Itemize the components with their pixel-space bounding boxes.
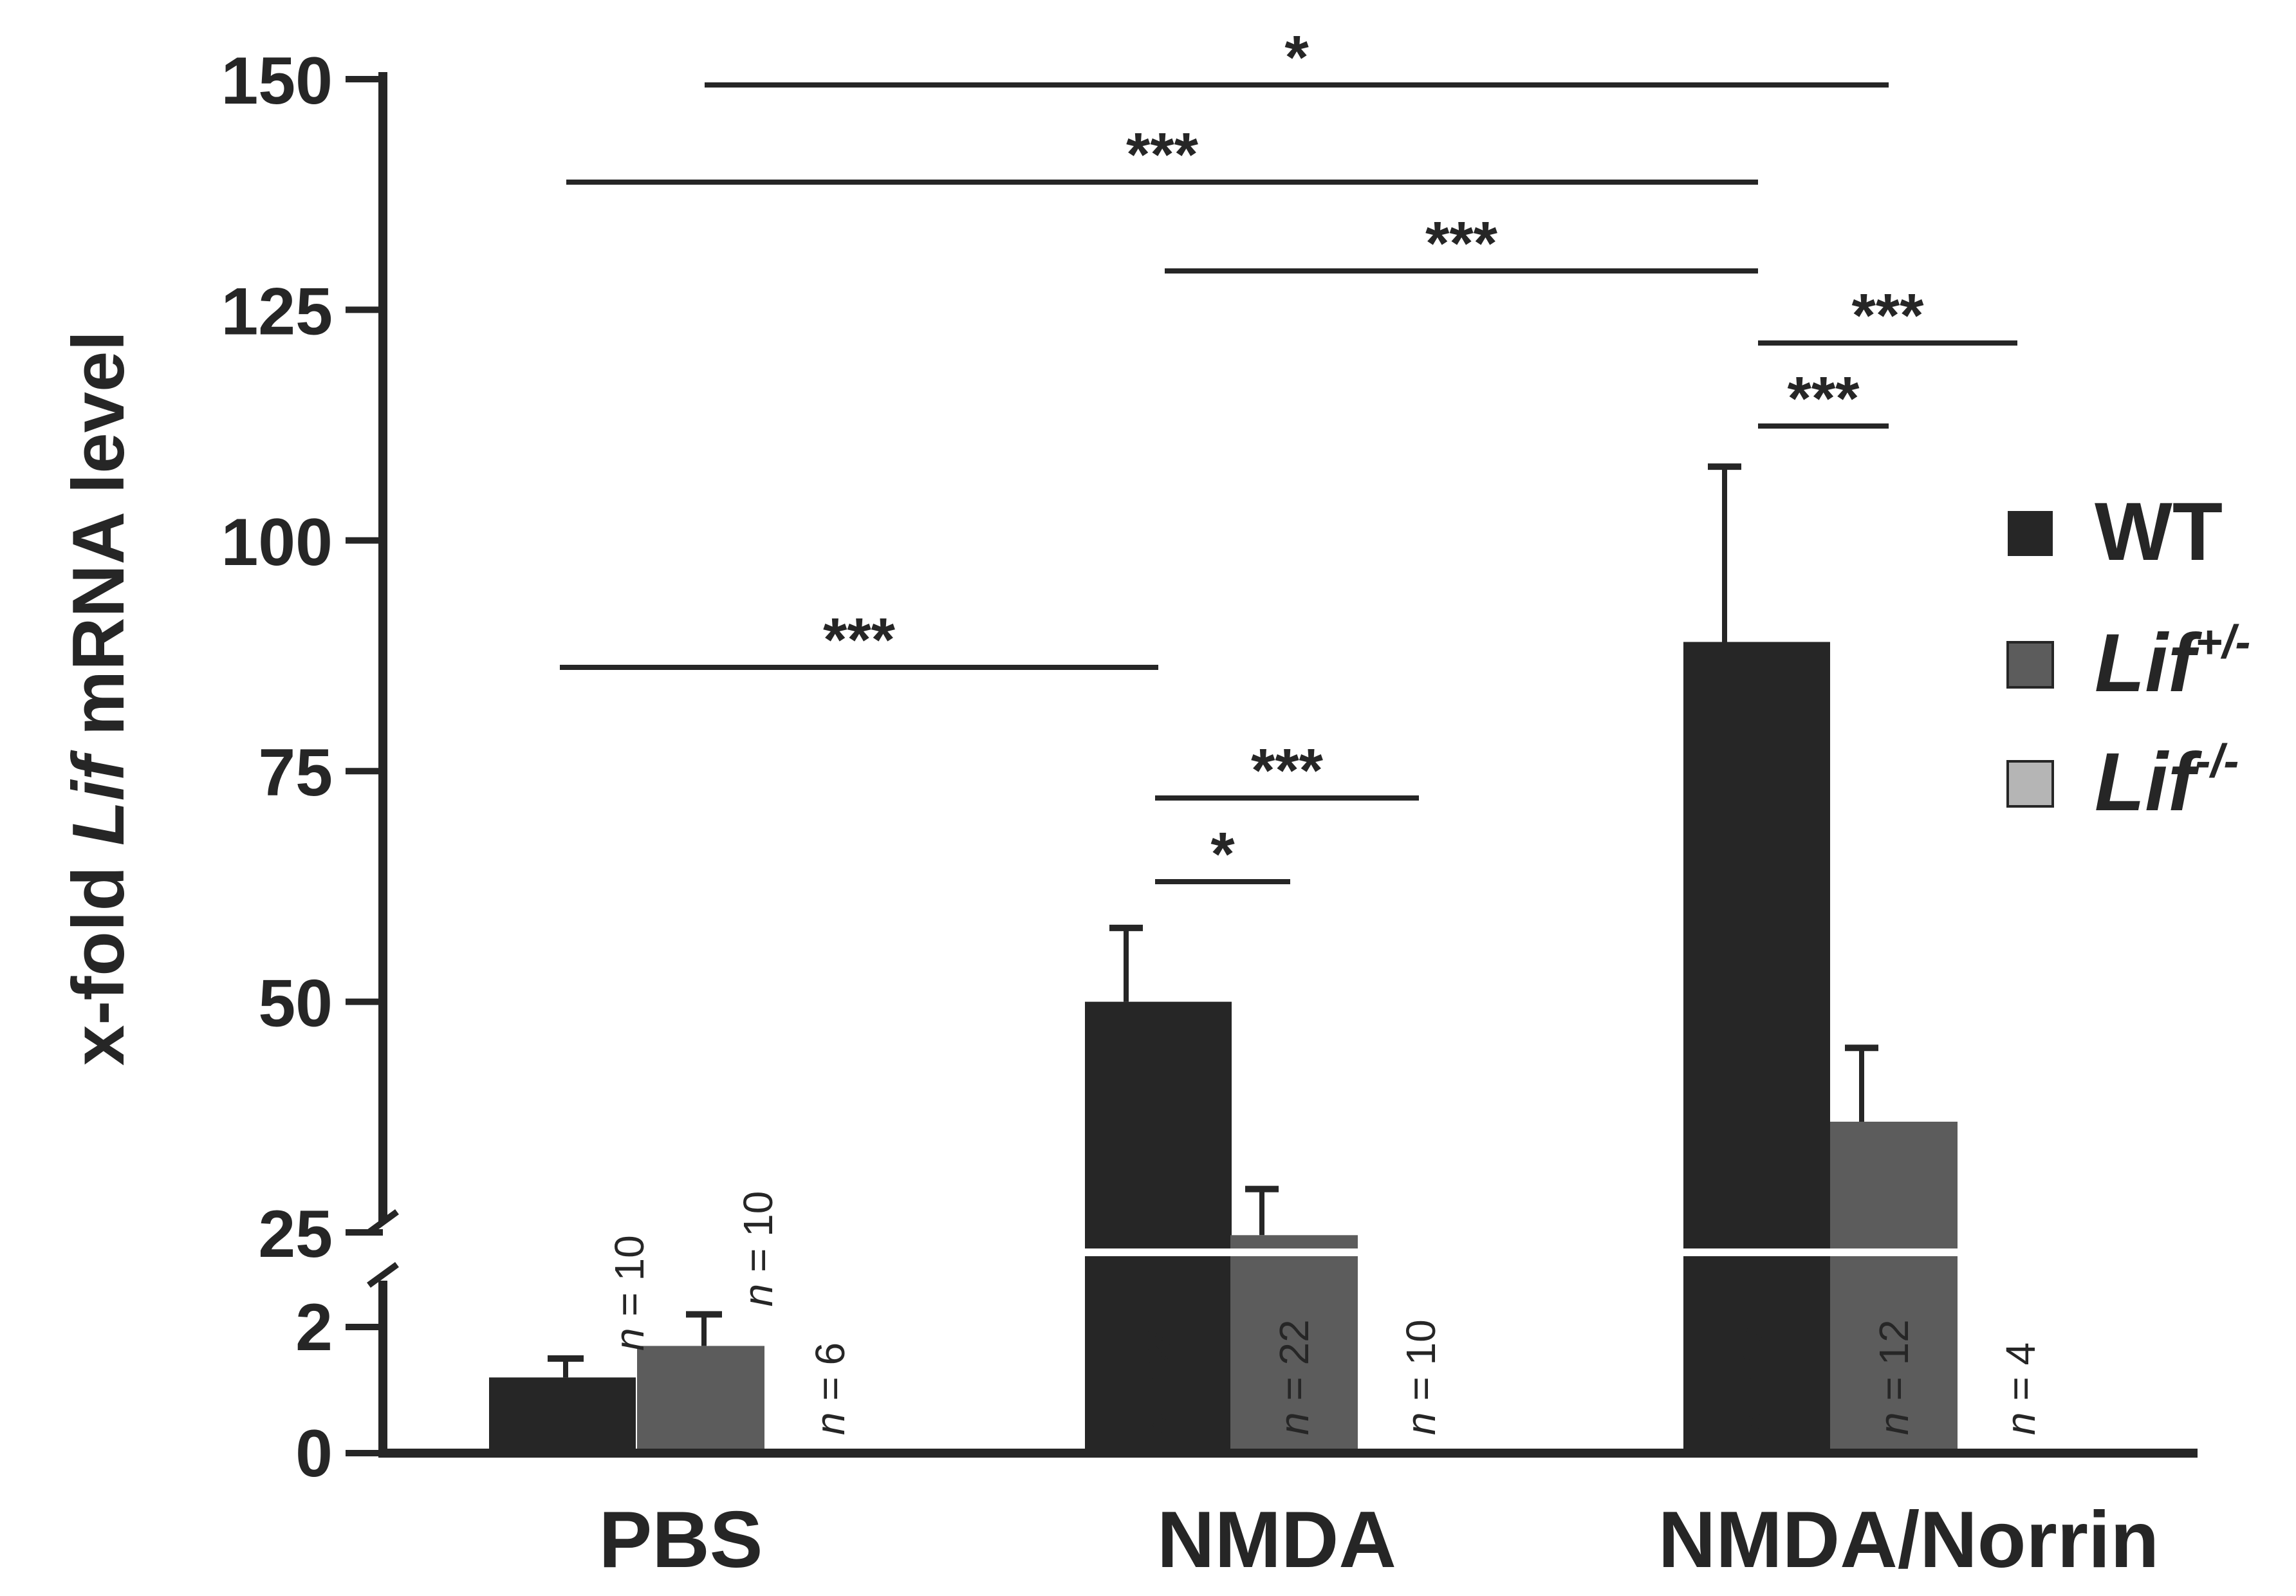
y-tick-label-0: 0	[295, 1416, 333, 1491]
x-category-label-nmda: NMDA	[1157, 1496, 1396, 1584]
y-tick-label-150: 150	[221, 44, 333, 118]
bar-nmda-norrin-lifhet-lower	[1830, 1256, 1958, 1453]
bar-pbs-wt	[489, 1377, 636, 1453]
bar-nmda-lifhet	[1230, 1235, 1358, 1248]
legend: WT Lif+/- Lif-/-	[2006, 486, 2250, 828]
bar-nmda-lifhet-lower	[1230, 1256, 1358, 1453]
significance-label-5: ***	[1787, 364, 1860, 433]
n-label-nmda-norrin-lifko: n = 4	[1997, 1342, 2044, 1435]
n-label-nmda-wt: n = 24	[1135, 1319, 1181, 1435]
y-tick-label-2: 2	[295, 1290, 333, 1365]
n-label-pbs-wt: n = 10	[606, 1235, 653, 1351]
axes	[346, 72, 2198, 1458]
axis-break-mark-upper	[367, 1209, 399, 1236]
n-label-nmda-norrin-lifhet: n = 12	[1871, 1319, 1917, 1435]
x-category-label-nmda-norrin: NMDA/Norrin	[1658, 1496, 2159, 1584]
significance-label-3: ***	[1425, 209, 1498, 278]
y-axis-label: x-fold Lif mRNA level	[58, 331, 140, 1066]
significance-label-7: ***	[1251, 736, 1324, 805]
bar-nmda-norrin-lifhet	[1830, 1121, 1958, 1248]
y-tick-label-25: 25	[258, 1197, 333, 1272]
x-category-label-pbs: PBS	[599, 1496, 763, 1584]
legend-swatch-wt	[2008, 511, 2053, 556]
y-tick-label-100: 100	[221, 505, 333, 580]
n-label-nmda-lifhet: n = 22	[1271, 1319, 1317, 1435]
bar-nmda-norrin-wt-lower	[1683, 1256, 1830, 1453]
y-tick-label-75: 75	[258, 736, 333, 810]
bar-nmda-norrin-wt	[1683, 642, 1830, 1248]
bar-pbs-lifhet	[637, 1346, 764, 1453]
bars	[489, 463, 1958, 1453]
legend-label-wt: WT	[2095, 486, 2223, 578]
labels: 0 2 25 50 75 100 125 150 x-fold Lif mRNA level PB…	[58, 23, 2159, 1584]
y-tick-label-125: 125	[221, 274, 333, 349]
legend-label-lifko: Lif-/-	[2095, 736, 2239, 828]
significance-label-2: ***	[1126, 120, 1199, 189]
n-label-pbs-lifko: n = 6	[807, 1342, 853, 1435]
significance-label-6: ***	[823, 606, 896, 674]
bar-nmda-wt-lower	[1085, 1256, 1232, 1453]
legend-swatch-lifhet	[2006, 641, 2054, 689]
legend-swatch-lifko	[2006, 760, 2054, 808]
legend-label-lifhet: Lif+/-	[2095, 617, 2250, 709]
significance-label-1: *	[1284, 23, 1309, 92]
n-label-nmda-lifko: n = 10	[1398, 1319, 1444, 1435]
bar-nmda-wt	[1085, 1001, 1232, 1248]
y-tick-label-50: 50	[258, 967, 333, 1041]
axis-break-mark-lower	[367, 1261, 399, 1288]
n-label-pbs-lifhet: n = 10	[735, 1191, 781, 1307]
n-label-nmda-norrin-wt: n = 14	[1734, 1319, 1780, 1435]
significance-label-8: *	[1210, 820, 1235, 889]
significance-label-4: ***	[1851, 281, 1924, 350]
significance-lines	[560, 82, 2017, 884]
